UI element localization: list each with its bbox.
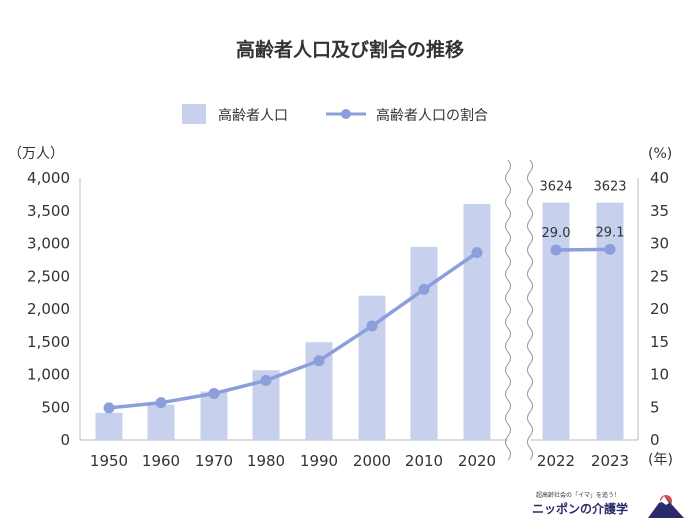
x-tick-label: 2022 [537, 452, 575, 470]
right-tick-label: 15 [650, 333, 669, 351]
left-tick-label: 3,500 [27, 202, 70, 220]
axis-break-line-left [505, 159, 511, 461]
line-point [471, 247, 483, 259]
left-tick-label: 0 [60, 431, 70, 449]
x-tick-label: 2010 [405, 452, 443, 470]
right-axis-unit: (%) [648, 146, 672, 162]
bar [410, 246, 438, 440]
bar [463, 204, 491, 440]
line-point [418, 283, 430, 295]
labels-layer: 3624 3623 29.0 29.1 [539, 180, 626, 241]
left-tick-label: 3,000 [27, 235, 70, 253]
x-tick-label: 2020 [458, 452, 496, 470]
right-tick-label: 5 [650, 398, 660, 416]
x-axis-unit: (年) [648, 452, 673, 468]
logo-name: ニッポンの介護学 [532, 501, 628, 516]
right-tick-label: 0 [650, 431, 660, 449]
right-tick-label: 20 [650, 300, 669, 318]
bar [596, 202, 624, 440]
bar-data-label: 3624 [539, 180, 572, 195]
series-line [108, 251, 478, 410]
right-tick-label: 35 [650, 202, 669, 220]
axis-break [505, 159, 533, 461]
left-tick-label: 2,000 [27, 300, 70, 318]
series-line [555, 247, 611, 252]
x-tick-label: 1950 [90, 452, 128, 470]
line-data-label: 29.0 [542, 226, 571, 241]
chart-title: 高齢者人口及び割合の推移 [236, 38, 464, 61]
x-tick-label: 2023 [591, 452, 629, 470]
right-tick-label: 25 [650, 267, 669, 285]
x-tick-label: 2000 [353, 452, 391, 470]
legend-bar-label: 高齢者人口 [218, 107, 288, 124]
axes-layer: 0 500 1,000 1,500 2,000 2,500 3,000 3,500 4,000 0… [27, 169, 669, 470]
left-tick-label: 1,000 [27, 366, 70, 384]
line-point [550, 244, 562, 256]
line-point [604, 243, 616, 255]
line-data-label: 29.1 [596, 225, 625, 240]
chart-legend: 高齢者人口 高齢者人口の割合 [182, 104, 488, 124]
line-point [313, 355, 325, 367]
left-tick-label: 500 [41, 398, 70, 416]
x-tick-label: 1980 [247, 452, 285, 470]
left-axis-unit: （万人） [8, 146, 64, 162]
axis-break-line-right [527, 159, 533, 461]
left-tick-label: 1,500 [27, 333, 70, 351]
logo-tagline: 超高齢社会の「イマ」を追う！ [536, 491, 620, 499]
left-tick-label: 4,000 [27, 169, 70, 187]
line-point [103, 402, 115, 414]
line-point [366, 320, 378, 332]
right-tick-label: 10 [650, 366, 669, 384]
bar [200, 391, 228, 440]
line-layer [103, 243, 616, 414]
left-tick-label: 2,500 [27, 267, 70, 285]
legend-line-label: 高齢者人口の割合 [376, 107, 488, 124]
brand-logo: 超高齢社会の「イマ」を追う！ ニッポンの介護学 [532, 491, 684, 518]
bars-layer [95, 202, 624, 440]
bar [542, 202, 570, 440]
bar [147, 404, 175, 440]
axis-break-gap [508, 160, 530, 460]
x-tick-label: 1990 [300, 452, 338, 470]
right-tick-label: 30 [650, 235, 669, 253]
line-point [260, 374, 272, 386]
legend-line-marker [341, 109, 351, 119]
bar [95, 412, 123, 440]
x-tick-label: 1970 [195, 452, 233, 470]
mount-fuji-icon [648, 495, 684, 518]
line-point [208, 387, 220, 399]
x-tick-label: 1960 [142, 452, 180, 470]
line-point [155, 397, 167, 409]
bar-data-label: 3623 [593, 180, 626, 195]
legend-bar-swatch [182, 104, 206, 124]
right-tick-label: 40 [650, 169, 669, 187]
